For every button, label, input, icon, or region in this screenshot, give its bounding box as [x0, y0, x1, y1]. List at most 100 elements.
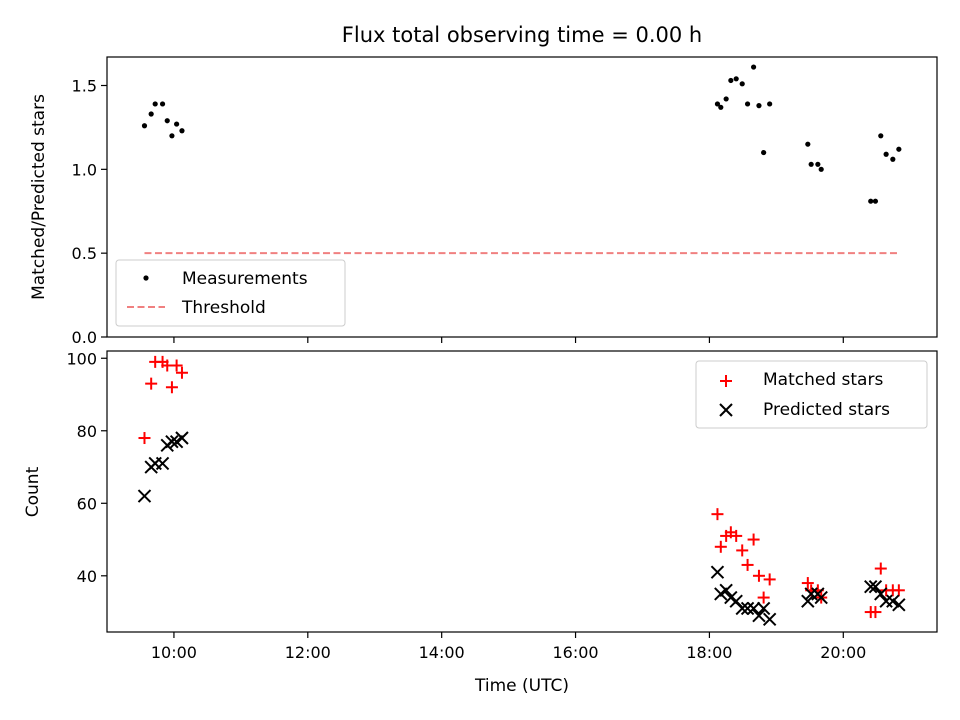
measurement-point	[744, 101, 751, 107]
top-x-ticks	[173, 337, 844, 343]
measurement-point	[883, 151, 889, 157]
predicted-stars-point	[175, 431, 189, 445]
y-tick-label: 100	[66, 349, 97, 368]
predicted-stars-point	[801, 594, 815, 608]
matched-stars-point	[138, 432, 151, 445]
x-tick-label: 10:00	[151, 643, 197, 662]
top-legend: Measurements Threshold	[115, 259, 346, 327]
predicted-stars-point	[719, 583, 733, 598]
y-tick-label: 40	[77, 567, 97, 586]
bottom-y-ticks: 40 60 80 100	[66, 349, 107, 586]
y-tick-label: 1.5	[72, 77, 97, 96]
legend-predicted-label: Predicted stars	[763, 400, 890, 420]
matched-stars-point	[714, 540, 727, 553]
measurement-point	[750, 64, 757, 70]
top-y-axis-label: Matched/Predicted stars	[29, 94, 49, 300]
measurement-point	[733, 76, 739, 82]
measurement-point	[141, 123, 148, 129]
bottom-axes-frame	[106, 350, 938, 633]
x-tick-label: 20:00	[820, 643, 866, 662]
x-tick-label: 14:00	[419, 643, 465, 662]
matched-stars-point	[892, 584, 905, 597]
measurement-point	[718, 104, 724, 110]
measurement-point	[169, 133, 175, 139]
matched-stars-point	[763, 573, 776, 586]
measurement-point	[179, 128, 185, 134]
predicted-stars-point	[814, 590, 828, 605]
measurement-point	[159, 101, 166, 107]
x-tick-label: 12:00	[285, 643, 331, 662]
measurement-point	[714, 101, 721, 107]
y-tick-label: 1.0	[72, 160, 97, 179]
measurement-point	[723, 96, 729, 102]
top-y-ticks: 0.0 0.5 1.0 1.5	[72, 77, 107, 347]
matched-stars-point	[752, 569, 765, 582]
measurement-point	[896, 146, 902, 152]
measurement-point	[818, 166, 824, 172]
predicted-stars-point	[746, 601, 761, 616]
measurement-point	[767, 101, 773, 107]
measurement-point	[164, 118, 170, 124]
predicted-stars-point	[886, 594, 900, 608]
predicted-stars-point	[710, 565, 725, 579]
matched-stars-point	[170, 359, 183, 372]
predicted-stars-point	[756, 601, 771, 616]
measurement-point	[761, 149, 767, 156]
matched-stars-point	[711, 508, 724, 521]
x-tick-label: 16:00	[552, 643, 598, 662]
predicted-stars-point	[868, 579, 883, 594]
bottom-x-ticks: 10:00 12:00 14:00 16:00 18:00 20:00	[151, 632, 866, 662]
predicted-stars-point	[165, 434, 179, 449]
matched-stars-point	[874, 562, 887, 575]
measurement-point	[808, 161, 814, 167]
y-tick-label: 80	[77, 422, 97, 441]
predicted-stars-point	[735, 601, 749, 616]
measurement-point	[890, 156, 896, 162]
top-panel: 0.0 0.5 1.0 1.5 Matched/Predicted stars Mea…	[29, 56, 938, 347]
matched-stars-point	[757, 591, 770, 604]
top-plot-area	[141, 64, 902, 255]
predicted-stars-point	[874, 587, 888, 601]
measurement-point	[756, 103, 762, 109]
bottom-panel: 40 60 80 100 10:00 12:00 14:00 16:00 18:00 20:00…	[23, 349, 938, 696]
y-tick-label: 60	[77, 494, 97, 513]
matched-stars-point	[801, 577, 814, 590]
legend-predicted-marker	[719, 403, 733, 417]
x-tick-label: 18:00	[686, 643, 732, 662]
measurement-point	[878, 133, 884, 139]
top-legend-box	[115, 259, 346, 327]
legend-measurements-marker	[143, 275, 149, 281]
matched-stars-point	[741, 558, 754, 571]
measurement-point	[805, 141, 811, 147]
bottom-y-axis-label: Count	[23, 466, 43, 517]
measurement-point	[174, 121, 180, 127]
predicted-stars-point	[137, 489, 152, 503]
measurement-point	[872, 198, 879, 204]
matched-stars-point	[736, 544, 749, 557]
predicted-stars-point	[892, 598, 906, 612]
bottom-legend-box	[695, 360, 928, 429]
measurement-point	[728, 77, 734, 84]
chart-title: Flux total observing time = 0.00 h	[342, 23, 702, 47]
top-axes-frame	[106, 56, 938, 338]
predicted-stars-point	[752, 608, 766, 623]
y-tick-label: 0.0	[72, 328, 97, 347]
matched-stars-point	[869, 606, 882, 619]
measurement-point	[868, 198, 874, 204]
legend-threshold-label: Threshold	[181, 298, 266, 318]
matched-stars-point	[730, 529, 743, 542]
matched-stars-point	[165, 381, 178, 394]
predicted-stars-point	[155, 456, 170, 471]
measurement-point	[152, 101, 158, 107]
matched-stars-point	[175, 366, 188, 379]
legend-matched-marker	[720, 375, 732, 387]
bottom-plot-area	[137, 355, 906, 627]
predicted-stars-point	[762, 612, 777, 627]
bottom-legend: Matched stars Predicted stars	[695, 360, 928, 429]
matched-stars-point	[145, 377, 158, 390]
legend-measurements-label: Measurements	[182, 269, 308, 289]
legend-matched-label: Matched stars	[763, 370, 883, 390]
matched-stars-point	[747, 533, 760, 546]
predicted-stars-point	[864, 579, 878, 594]
